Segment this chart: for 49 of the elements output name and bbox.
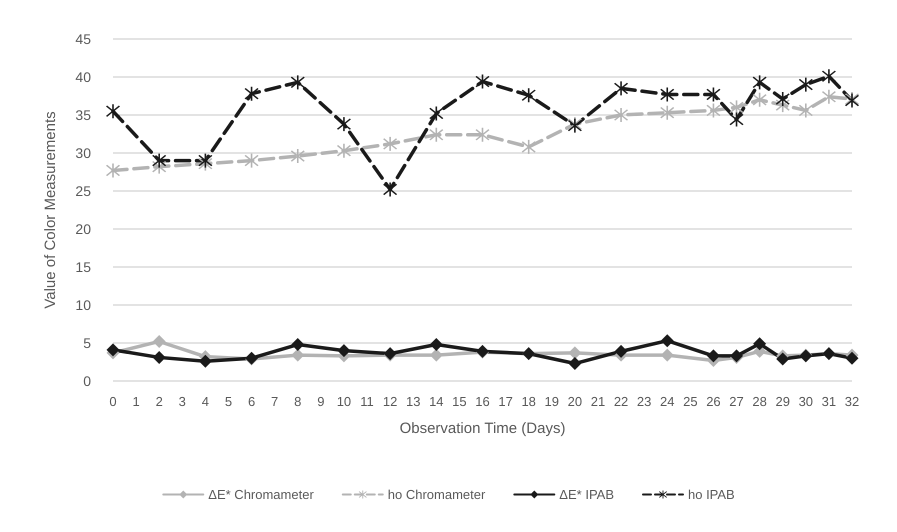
x-tick-label: 12 [382,394,398,409]
x-tick-label: 3 [178,394,186,409]
x-tick-label: 9 [317,394,324,409]
y-tick-label: 10 [75,297,92,313]
x-tick-label: 18 [521,394,536,409]
x-tick-label: 6 [248,394,256,409]
x-tick-label: 14 [429,394,444,409]
x-tick-label: 23 [636,394,652,409]
y-tick-label: 20 [75,221,92,237]
x-tick-label: 15 [452,394,467,409]
x-tick-label: 0 [109,394,117,409]
legend-label: ho IPAB [688,487,735,502]
x-tick-label: 25 [683,394,698,409]
x-tick-label: 4 [202,394,209,409]
x-tick-label: 19 [544,394,560,409]
x-tick-label: 13 [406,394,420,409]
x-tick-label: 28 [752,394,767,409]
y-tick-label: 30 [75,145,92,161]
y-tick-label: 40 [75,69,92,85]
legend-label: ΔE* Chromameter [208,487,314,502]
x-tick-label: 22 [614,394,628,409]
x-axis-title: Observation Time (Days) [400,420,566,437]
legend-label: ho Chromameter [388,487,486,502]
x-tick-label: 1 [132,394,140,409]
y-tick-label: 45 [75,31,92,47]
y-tick-label: 25 [75,183,92,199]
y-axis-title: Value of Color Measurements [42,111,59,309]
x-tick-label: 29 [775,394,790,409]
legend-label: ΔE* IPAB [559,487,614,502]
x-tick-label: 20 [568,394,582,409]
x-tick-label: 8 [294,394,302,409]
y-tick-label: 0 [83,373,92,389]
x-tick-label: 32 [844,394,860,409]
x-tick-label: 31 [822,394,836,409]
x-tick-label: 7 [271,394,278,409]
x-tick-label: 11 [360,394,374,409]
x-tick-label: 2 [156,394,163,409]
x-tick-label: 10 [336,394,352,409]
y-tick-label: 5 [83,335,92,351]
x-tick-label: 16 [475,394,490,409]
x-tick-label: 26 [706,394,721,409]
x-tick-label: 30 [798,394,814,409]
x-tick-label: 24 [660,394,674,409]
x-tick-label: 17 [498,394,513,409]
y-tick-label: 35 [75,107,92,123]
x-tick-label: 5 [224,394,232,409]
y-tick-label: 15 [75,259,92,275]
x-tick-label: 21 [590,394,606,409]
x-tick-label: 27 [729,394,744,409]
